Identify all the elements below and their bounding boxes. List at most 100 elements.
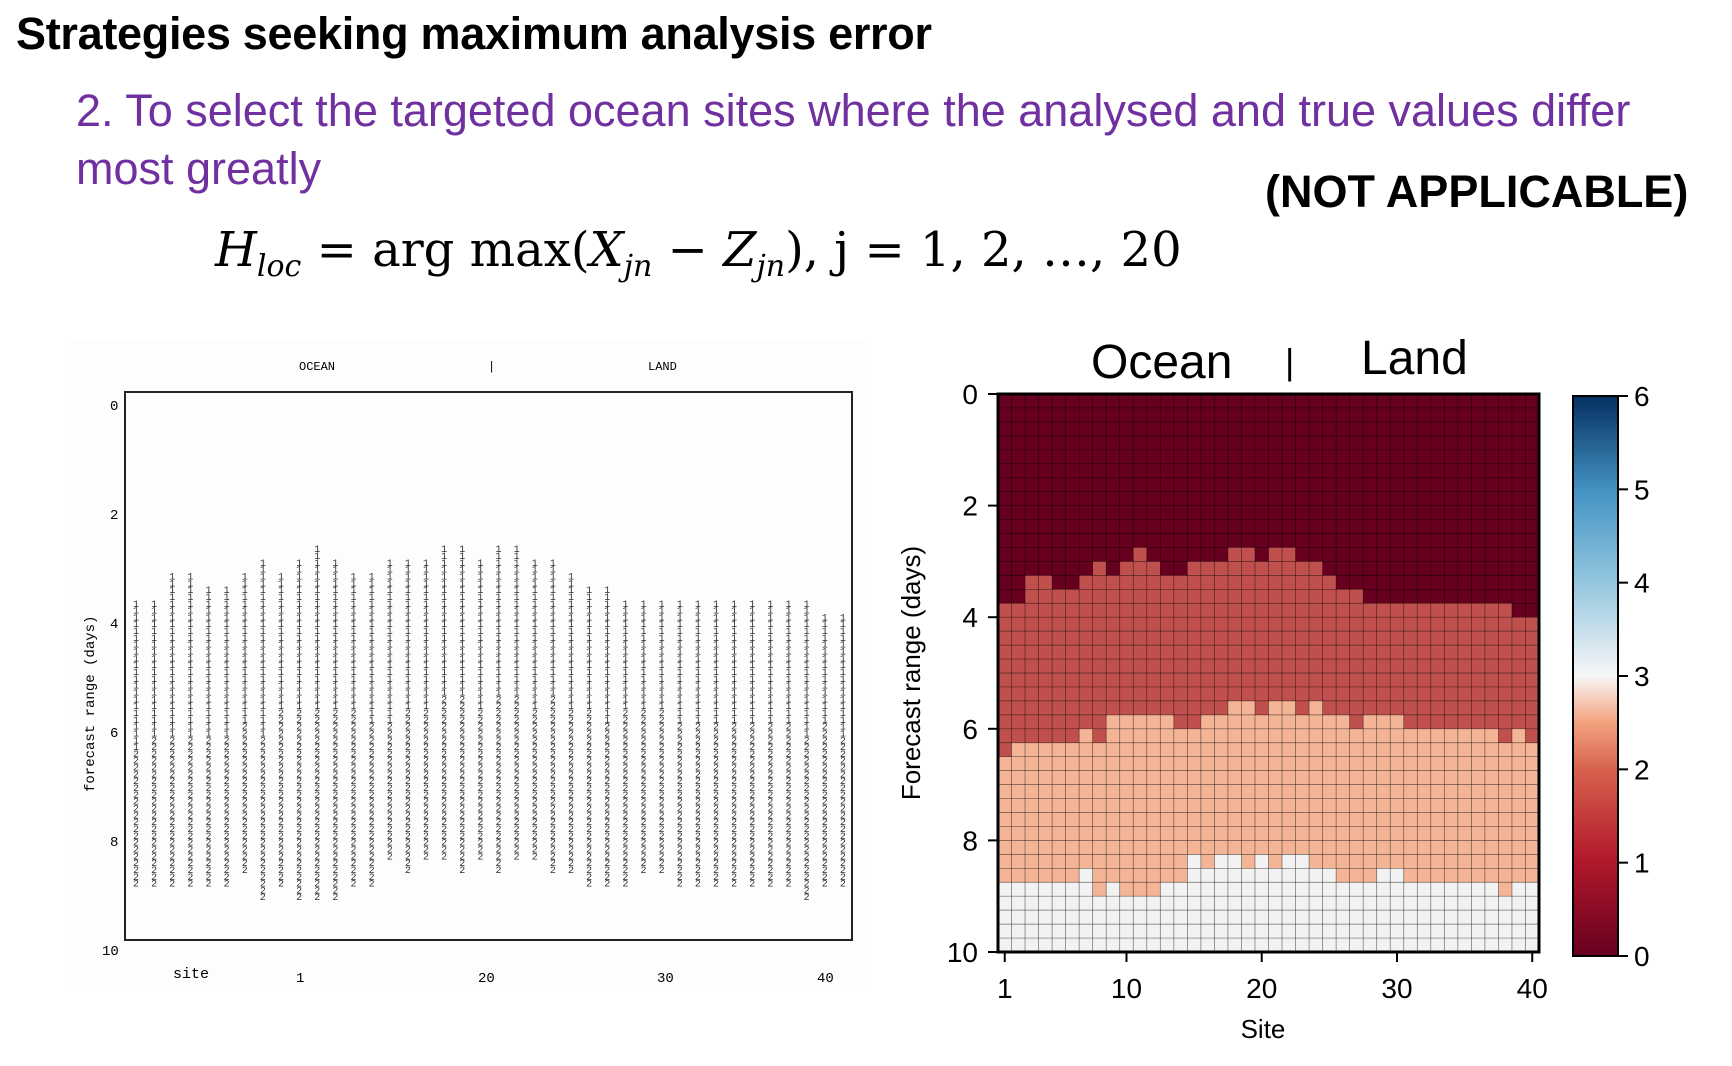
heatmap-cell xyxy=(1430,700,1445,716)
heatmap-cell xyxy=(1011,784,1026,799)
left-digit: 2 xyxy=(441,729,447,740)
heatmap-cell xyxy=(1160,938,1175,953)
left-digit: 2 xyxy=(622,839,628,850)
heatmap-cell xyxy=(1444,770,1459,785)
heatmap-cell xyxy=(1241,617,1256,632)
left-digit: 2 xyxy=(314,873,320,884)
heatmap-cell xyxy=(1484,631,1499,646)
left-digit: 1 xyxy=(550,641,556,652)
left-digit: 1 xyxy=(169,579,175,590)
heatmap-cell xyxy=(1200,826,1215,841)
left-digit: 1 xyxy=(423,586,429,597)
left-digit: 2 xyxy=(804,750,810,761)
heatmap-cell xyxy=(1146,924,1161,939)
colorbar-tick-label: 2 xyxy=(1634,754,1650,785)
heatmap-cell xyxy=(1079,519,1094,534)
heatmap-cell xyxy=(1227,770,1242,785)
left-digit: 2 xyxy=(351,880,357,891)
left-digit: 2 xyxy=(477,743,483,754)
left-digit: 1 xyxy=(659,620,665,631)
left-digit: 1 xyxy=(423,600,429,611)
heatmap-cell xyxy=(1133,407,1148,423)
left-digit: 1 xyxy=(767,607,773,618)
heatmap-cell xyxy=(1079,798,1094,813)
heatmap-cell xyxy=(1025,742,1039,758)
heatmap-cell xyxy=(1241,770,1256,785)
heatmap-cell xyxy=(1187,924,1202,939)
left-digit: 1 xyxy=(767,641,773,652)
left-digit: 2 xyxy=(586,791,592,802)
heatmap-cell xyxy=(1160,673,1175,688)
heatmap-cell xyxy=(1444,519,1459,534)
left-digit: 1 xyxy=(169,600,175,611)
heatmap-cell xyxy=(1322,812,1337,827)
heatmap-xtick-label: 20 xyxy=(1246,973,1277,1004)
left-digit: 2 xyxy=(767,729,773,740)
left-digit: 2 xyxy=(314,832,320,843)
left-digit: 2 xyxy=(387,818,393,829)
heatmap-cell xyxy=(1349,575,1364,590)
left-digit: 1 xyxy=(550,627,556,638)
left-digit: 2 xyxy=(677,757,683,768)
heatmap-cell xyxy=(1336,435,1351,451)
left-digit: 1 xyxy=(459,607,465,618)
left-digit: 2 xyxy=(206,777,212,788)
heatmap-cell xyxy=(1525,491,1540,506)
left-digit: 2 xyxy=(441,736,447,747)
left-digit: 1 xyxy=(695,613,701,624)
left-digit: 2 xyxy=(641,784,647,795)
left-digit: 2 xyxy=(133,798,139,809)
heatmap-cell xyxy=(1065,938,1080,953)
left-digit: 2 xyxy=(659,811,665,822)
left-digit: 2 xyxy=(405,770,411,781)
heatmap-cell xyxy=(1336,491,1351,506)
left-digit: 1 xyxy=(604,668,610,679)
left-digit: 2 xyxy=(731,777,737,788)
left-digit: 2 xyxy=(423,811,429,822)
heatmap-cell xyxy=(1282,421,1296,437)
left-digit: 2 xyxy=(224,811,230,822)
heatmap-cell xyxy=(1484,882,1499,897)
heatmap-cell xyxy=(1417,645,1432,660)
heatmap-cell xyxy=(1376,673,1391,688)
heatmap-cell xyxy=(1390,910,1405,925)
left-digit: 2 xyxy=(695,777,701,788)
left-digit: 2 xyxy=(496,729,502,740)
left-digit: 1 xyxy=(641,675,647,686)
heatmap-cell xyxy=(1444,575,1459,590)
left-digit: 1 xyxy=(713,648,719,659)
left-digit: 2 xyxy=(242,729,248,740)
heatmap-cell xyxy=(1187,700,1202,716)
left-digit: 1 xyxy=(314,586,320,597)
left-digit: 2 xyxy=(260,784,266,795)
heatmap-cell xyxy=(1173,435,1188,451)
heatmap-cell xyxy=(1268,770,1283,785)
heatmap-cell xyxy=(1511,896,1526,911)
left-digit: 2 xyxy=(459,805,465,816)
left-digit: 1 xyxy=(604,716,610,727)
heatmap-cell xyxy=(1187,882,1202,897)
heatmap-cell xyxy=(1011,421,1026,437)
left-digit: 2 xyxy=(169,818,175,829)
heatmap-cell xyxy=(1160,659,1175,674)
left-digit: 2 xyxy=(133,750,139,761)
heatmap-cell xyxy=(1322,477,1337,493)
heatmap-cell xyxy=(1241,561,1256,576)
heatmap-cell xyxy=(1038,491,1053,506)
heatmap-cell xyxy=(1295,673,1310,688)
heatmap-cell xyxy=(1092,798,1107,813)
left-digit: 1 xyxy=(351,607,357,618)
heatmap-cell xyxy=(998,645,1012,660)
heatmap-cell xyxy=(1092,477,1107,493)
heatmap-cell xyxy=(1187,505,1202,520)
heatmap-cell xyxy=(1268,477,1283,493)
left-digit: 2 xyxy=(659,777,665,788)
left-digit: 1 xyxy=(604,593,610,604)
left-digit: 1 xyxy=(133,613,139,624)
heatmap-cell xyxy=(1295,463,1310,479)
left-digit: 1 xyxy=(369,648,375,659)
left-digit: 2 xyxy=(459,839,465,850)
left-digit: 1 xyxy=(622,613,628,624)
left-digit: 2 xyxy=(187,811,193,822)
left-digit: 2 xyxy=(659,770,665,781)
